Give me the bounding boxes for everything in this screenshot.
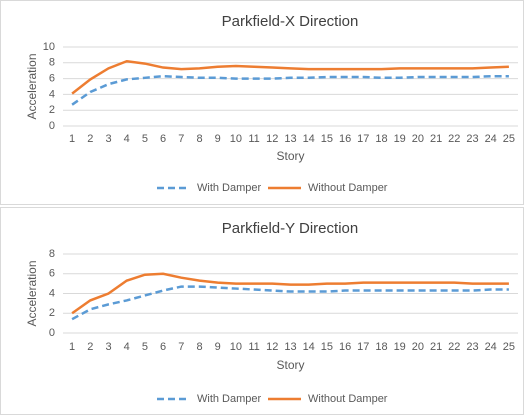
y-tick-label: 0 [49, 327, 55, 339]
chart-frame [0, 207, 524, 415]
x-tick-label: 19 [394, 133, 406, 145]
x-tick-label: 24 [485, 133, 497, 145]
chart-frame [0, 0, 524, 205]
x-tick-label: 17 [357, 133, 369, 145]
series-line [71, 285, 509, 321]
series-line [71, 272, 509, 315]
x-tick-label: 14 [303, 133, 315, 145]
x-tick-label: 16 [339, 341, 351, 353]
x-tick-label: 4 [124, 133, 130, 145]
x-tick-label: 22 [448, 341, 460, 353]
x-tick-label: 18 [375, 341, 387, 353]
x-tick-label: 9 [215, 341, 221, 353]
legend-label: Without Damper [308, 182, 388, 194]
chart-title: Parkfield-X Direction [222, 13, 359, 30]
y-tick-label: 2 [49, 307, 55, 319]
x-tick-label: 25 [503, 341, 515, 353]
x-tick-label: 12 [266, 133, 278, 145]
x-axis-label: Story [276, 358, 304, 372]
x-axis-label: Story [276, 149, 304, 163]
x-tick-label: 24 [485, 341, 497, 353]
x-tick-label: 17 [357, 341, 369, 353]
y-tick-label: 4 [49, 287, 55, 299]
x-tick-label: 12 [266, 341, 278, 353]
x-tick-label: 3 [105, 133, 111, 145]
x-tick-label: 6 [160, 133, 166, 145]
legend-label: Without Damper [308, 393, 388, 405]
legend-label: With Damper [197, 393, 262, 405]
series-line [71, 74, 509, 106]
x-tick-label: 4 [124, 341, 130, 353]
x-tick-label: 14 [303, 341, 315, 353]
x-tick-label: 23 [466, 133, 478, 145]
x-tick-label: 21 [430, 133, 442, 145]
x-tick-label: 7 [178, 341, 184, 353]
y-axis-label: Acceleration [25, 260, 39, 326]
series-line [71, 59, 509, 95]
chart-title: Parkfield-Y Direction [222, 220, 358, 237]
y-tick-label: 6 [49, 268, 55, 280]
y-axis-label: Acceleration [25, 53, 39, 119]
x-tick-label: 2 [87, 341, 93, 353]
x-tick-label: 13 [284, 133, 296, 145]
y-tick-label: 10 [43, 41, 55, 53]
x-tick-label: 6 [160, 341, 166, 353]
x-tick-label: 11 [248, 133, 259, 145]
x-tick-label: 10 [230, 341, 242, 353]
x-tick-label: 11 [248, 341, 259, 353]
x-tick-label: 25 [503, 133, 515, 145]
x-tick-label: 1 [69, 133, 75, 145]
x-tick-label: 8 [196, 341, 202, 353]
legend-label: With Damper [197, 182, 262, 194]
x-tick-label: 2 [87, 133, 93, 145]
y-tick-label: 2 [49, 104, 55, 116]
x-tick-label: 3 [105, 341, 111, 353]
y-tick-label: 6 [49, 73, 55, 85]
x-tick-label: 21 [430, 341, 442, 353]
x-tick-label: 16 [339, 133, 351, 145]
y-tick-label: 8 [49, 248, 55, 260]
x-tick-label: 1 [69, 341, 75, 353]
y-tick-label: 8 [49, 57, 55, 69]
x-tick-label: 8 [196, 133, 202, 145]
x-tick-label: 23 [466, 341, 478, 353]
x-tick-label: 20 [412, 341, 424, 353]
x-tick-label: 15 [321, 341, 333, 353]
x-tick-label: 7 [178, 133, 184, 145]
x-tick-label: 18 [375, 133, 387, 145]
x-tick-label: 15 [321, 133, 333, 145]
x-tick-label: 9 [215, 133, 221, 145]
y-tick-label: 4 [49, 88, 55, 100]
x-tick-label: 10 [230, 133, 242, 145]
x-tick-label: 22 [448, 133, 460, 145]
x-tick-label: 13 [284, 341, 296, 353]
x-tick-label: 5 [142, 133, 148, 145]
x-tick-label: 5 [142, 341, 148, 353]
x-tick-label: 20 [412, 133, 424, 145]
x-tick-label: 19 [394, 341, 406, 353]
y-tick-label: 0 [49, 120, 55, 132]
